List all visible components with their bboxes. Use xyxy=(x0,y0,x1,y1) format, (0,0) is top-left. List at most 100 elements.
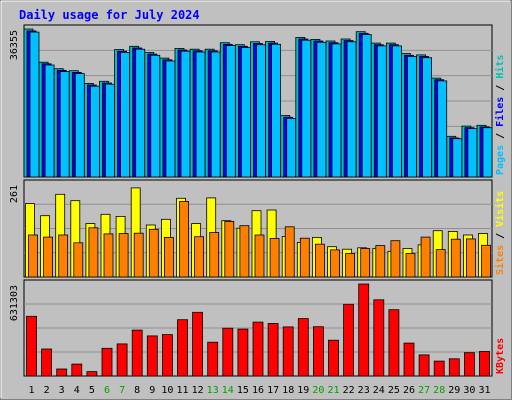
bar-sites-day-11 xyxy=(179,201,189,278)
bar-pages-day-28 xyxy=(437,80,448,178)
bar-pages-day-4 xyxy=(74,73,85,178)
x-tick-label-day-18: 18 xyxy=(282,385,294,396)
bar-pages-day-20 xyxy=(316,41,327,178)
bar-kbytes-day-5 xyxy=(86,371,98,377)
bar-kbytes-day-18 xyxy=(282,326,294,377)
bar-sites-day-25 xyxy=(390,240,401,278)
legend-visits: Visits xyxy=(494,191,506,227)
bar-kbytes-day-29 xyxy=(448,358,460,377)
legend-pages: Pages xyxy=(495,145,506,175)
bar-kbytes-day-8 xyxy=(131,329,143,377)
legend-separator: / xyxy=(495,227,506,245)
bar-pages-day-16 xyxy=(256,44,266,178)
bar-pages-day-23 xyxy=(361,34,372,178)
x-tick-label-day-2: 2 xyxy=(44,385,50,396)
bar-sites-day-14 xyxy=(224,220,235,278)
x-tick-label-day-14: 14 xyxy=(222,385,234,396)
bar-kbytes-day-26 xyxy=(403,342,415,377)
bar-kbytes-day-4 xyxy=(71,363,83,377)
bar-kbytes-day-6 xyxy=(101,347,113,377)
bar-sites-day-12 xyxy=(194,236,205,278)
bar-kbytes-day-24 xyxy=(373,299,385,377)
bar-sites-day-2 xyxy=(43,236,53,278)
x-tick-label-day-23: 23 xyxy=(358,385,370,396)
bar-pages-day-15 xyxy=(240,47,251,178)
legend-separator: / xyxy=(495,79,506,97)
panel-bottom: 631303 xyxy=(9,279,493,377)
bar-pages-day-2 xyxy=(44,64,55,178)
x-tick-label-day-22: 22 xyxy=(343,385,355,396)
panel-mid-ymax-label: 261 xyxy=(9,185,20,203)
bar-kbytes-day-28 xyxy=(433,360,445,377)
bar-sites-day-17 xyxy=(269,238,280,278)
x-tick-label-day-7: 7 xyxy=(119,385,125,396)
bar-sites-day-29 xyxy=(450,238,461,278)
bar-pages-day-6 xyxy=(105,83,115,178)
bar-sites-day-3 xyxy=(58,234,69,278)
bar-sites-day-23 xyxy=(360,248,371,278)
bar-pages-day-24 xyxy=(376,45,387,178)
x-tick-label-day-19: 19 xyxy=(297,385,309,396)
legend-sites: Sites xyxy=(494,245,506,275)
bar-pages-day-3 xyxy=(59,71,70,178)
bar-sites-day-4 xyxy=(73,242,84,278)
bar-sites-day-30 xyxy=(465,238,476,278)
bar-sites-day-28 xyxy=(435,249,446,278)
panel-bottom-legend: KBytes xyxy=(495,338,506,374)
bar-kbytes-day-14 xyxy=(222,327,234,377)
bar-pages-day-17 xyxy=(271,43,282,178)
bar-sites-day-18 xyxy=(284,226,295,278)
x-tick-label-day-16: 16 xyxy=(252,385,264,396)
bar-pages-day-9 xyxy=(150,54,161,178)
bar-sites-day-15 xyxy=(239,225,250,278)
bar-pages-day-14 xyxy=(225,45,236,178)
bar-kbytes-day-11 xyxy=(177,319,188,377)
panel-top-ymax-label: 36355 xyxy=(9,30,20,60)
x-tick-label-day-30: 30 xyxy=(463,385,475,396)
bar-kbytes-day-30 xyxy=(463,352,475,377)
x-tick-label-day-26: 26 xyxy=(403,385,415,396)
x-tick-label-day-4: 4 xyxy=(74,385,80,396)
x-tick-label-day-29: 29 xyxy=(448,385,460,396)
x-tick-label-day-24: 24 xyxy=(373,385,385,396)
bar-sites-day-31 xyxy=(481,244,491,278)
bar-sites-day-6 xyxy=(103,233,114,278)
bar-kbytes-day-3 xyxy=(56,368,68,377)
bar-kbytes-day-25 xyxy=(388,309,400,377)
bar-kbytes-day-12 xyxy=(192,311,204,377)
x-tick-label-day-12: 12 xyxy=(192,385,204,396)
bar-sites-day-24 xyxy=(375,245,386,278)
x-tick-label-day-9: 9 xyxy=(149,385,155,396)
legend-separator: / xyxy=(495,127,506,145)
bar-pages-day-18 xyxy=(286,118,297,178)
x-tick-label-day-20: 20 xyxy=(312,385,324,396)
bar-pages-day-25 xyxy=(391,45,402,178)
x-tick-label-day-1: 1 xyxy=(28,385,34,396)
panel-mid-legend: Sites / Visits xyxy=(494,191,506,275)
bar-pages-day-5 xyxy=(90,85,100,178)
x-tick-label-day-27: 27 xyxy=(418,385,430,396)
bar-pages-day-10 xyxy=(165,60,176,178)
bar-sites-day-27 xyxy=(420,236,431,278)
bar-kbytes-day-31 xyxy=(479,351,490,377)
bar-sites-day-1 xyxy=(28,234,38,278)
bar-pages-day-13 xyxy=(210,51,221,178)
bar-kbytes-day-15 xyxy=(237,328,249,377)
bar-kbytes-day-2 xyxy=(41,348,52,377)
bar-pages-day-26 xyxy=(407,56,417,178)
bar-sites-day-26 xyxy=(405,253,416,278)
bar-pages-day-27 xyxy=(422,57,433,178)
legend-hits: Hits xyxy=(494,55,506,79)
bar-pages-day-21 xyxy=(331,43,342,178)
bar-pages-day-22 xyxy=(346,41,357,178)
x-tick-label-day-17: 17 xyxy=(267,385,279,396)
bar-pages-day-19 xyxy=(301,39,312,178)
x-tick-label-day-5: 5 xyxy=(89,385,95,396)
legend-kbytes: KBytes xyxy=(495,338,506,374)
x-tick-label-day-8: 8 xyxy=(134,385,140,396)
x-tick-label-day-3: 3 xyxy=(59,385,65,396)
bar-sites-day-5 xyxy=(88,227,99,278)
bar-pages-day-8 xyxy=(135,48,146,178)
x-tick-label-day-10: 10 xyxy=(161,385,173,396)
